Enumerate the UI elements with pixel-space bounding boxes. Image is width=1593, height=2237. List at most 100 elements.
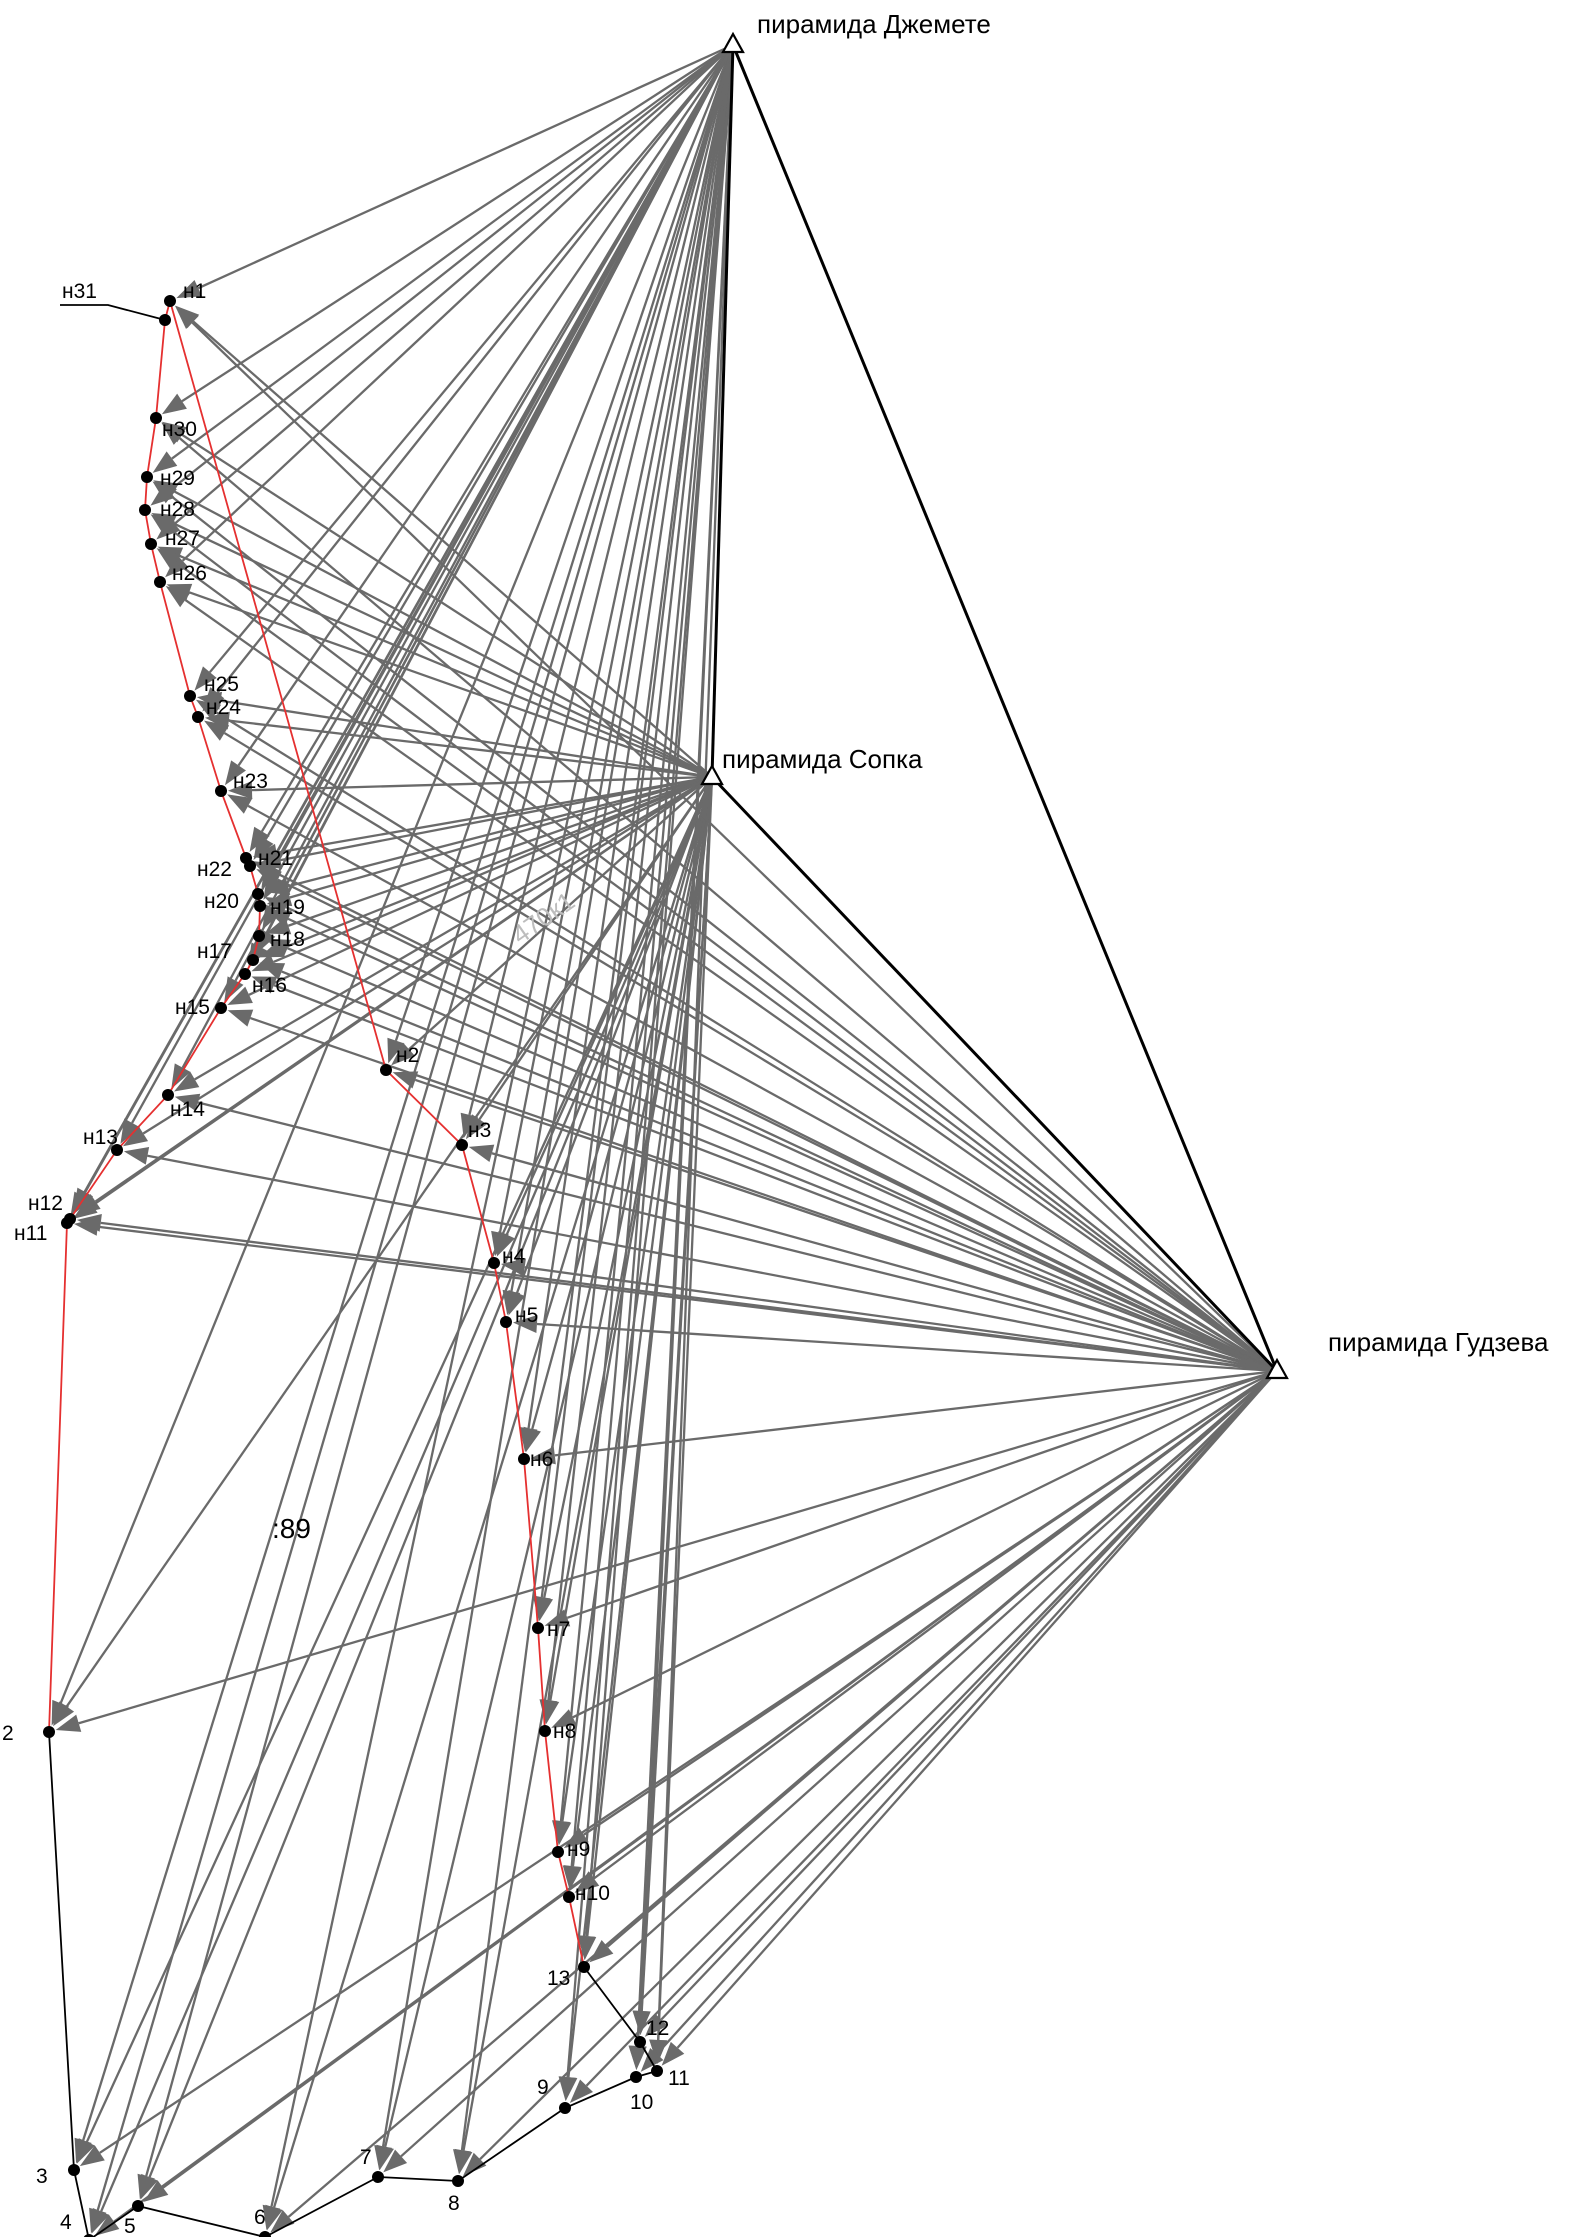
ray-arrowhead xyxy=(195,699,222,720)
base-triangle xyxy=(700,31,1289,1380)
ray-gud-n11 xyxy=(97,1225,1278,1373)
label-p8: 8 xyxy=(448,2192,460,2215)
ray-arrowhead xyxy=(224,760,246,786)
ray-gud-n18 xyxy=(287,947,1278,1373)
ray-sop-n24 xyxy=(228,719,713,779)
ray-arrowhead xyxy=(512,1314,538,1333)
point-p10 xyxy=(630,2071,642,2083)
ray-arrowhead xyxy=(259,962,286,980)
ray-arrowhead xyxy=(140,2173,158,2200)
ray-arrowhead xyxy=(553,1820,572,1846)
ray-dzh-p13 xyxy=(585,44,735,1937)
ray-dzh-n3 xyxy=(468,44,735,1116)
label-p11: 11 xyxy=(668,2067,690,2090)
ray-gud-n21 xyxy=(277,878,1278,1373)
ray-sop-n25 xyxy=(220,699,713,779)
ray-dzh-n2 xyxy=(394,44,735,1042)
ray-sop-p4 xyxy=(100,776,714,2212)
point-n15 xyxy=(215,1002,227,1014)
point-n29 xyxy=(141,471,153,483)
ray-arrowhead xyxy=(632,2010,651,2036)
ray-sop-n7 xyxy=(543,776,714,1598)
point-n17 xyxy=(247,954,259,966)
ray-sop-n19 xyxy=(289,775,713,899)
base-line-dzh-gud xyxy=(731,44,1279,1372)
ray-dzh-n28 xyxy=(168,44,734,492)
label-p12: 12 xyxy=(646,2017,669,2040)
ray-arrowhead xyxy=(523,1426,541,1453)
ray-arrowhead xyxy=(265,938,292,957)
label-p3: 3 xyxy=(36,2165,48,2188)
ray-gud-n29 xyxy=(170,495,1278,1372)
point-n21 xyxy=(244,860,256,872)
ray-gud-p9 xyxy=(585,1370,1278,2087)
label-n6: н6 xyxy=(530,1448,553,1471)
ray-arrowhead xyxy=(227,1009,254,1027)
label-n7: н7 xyxy=(547,1618,570,1641)
station-label-gud: пирамида Гудзева xyxy=(1328,1327,1549,1357)
ray-dzh-p12 xyxy=(640,44,735,2012)
ray-gud-p10 xyxy=(655,1370,1278,2055)
ray-arrowhead xyxy=(391,1042,416,1066)
ray-arrowhead xyxy=(165,554,189,578)
ray-sop-n30 xyxy=(181,433,713,778)
point-p3 xyxy=(68,2164,80,2176)
point-labels: н1 н2 н3 н4 н5 н6 н7 н8 н9 н10 н11 н12 н13 н14 н15 н16 н… xyxy=(2,9,1549,2237)
ray-arrowhead xyxy=(175,305,199,330)
faint-mark: 470к1 xyxy=(506,886,580,950)
point-n20 xyxy=(252,888,264,900)
ray-sop-n27 xyxy=(179,554,713,779)
ray-arrowhead xyxy=(79,2145,105,2167)
label-n13: н13 xyxy=(83,1126,118,1149)
ray-gud-n4 xyxy=(524,1266,1278,1373)
ray-gud-n8 xyxy=(572,1369,1278,1719)
observation-rays xyxy=(51,43,1278,2236)
point-n11 xyxy=(61,1217,73,1229)
point-n28 xyxy=(139,504,151,516)
label-n8: н8 xyxy=(553,1720,576,1743)
ray-dzh-p6 xyxy=(270,44,735,2207)
ray-arrowhead xyxy=(174,1071,200,1092)
ray-dzh-n6 xyxy=(527,44,735,1429)
label-p9: 9 xyxy=(537,2076,549,2099)
ray-dzh-n9 xyxy=(559,44,735,1822)
base-line-dzh-sop xyxy=(710,44,735,778)
point-n14 xyxy=(162,1089,174,1101)
label-n19: н19 xyxy=(270,896,305,919)
ray-dzh-n26 xyxy=(181,44,734,562)
ray-sop-n11 xyxy=(91,776,713,1207)
point-p5 xyxy=(132,2200,144,2212)
ray-gud-n2 xyxy=(415,1078,1278,1373)
ray-arrowhead xyxy=(563,1865,582,1891)
ray-arrowhead xyxy=(227,794,253,814)
ray-gud-n16 xyxy=(273,984,1278,1373)
ray-sop-n1 xyxy=(192,320,713,778)
ray-arrowhead xyxy=(544,1609,571,1627)
label-n14: н14 xyxy=(170,1098,205,1121)
ray-arrowhead xyxy=(165,586,191,608)
leader-n31 xyxy=(60,304,166,321)
ray-arrowhead xyxy=(161,422,186,445)
label-n31: н31 xyxy=(62,280,97,303)
ray-gud-n14 xyxy=(197,1101,1278,1373)
point-p13 xyxy=(578,1961,590,1973)
point-n3 xyxy=(456,1139,468,1151)
point-n30 xyxy=(150,412,162,424)
ray-sop-n2 xyxy=(408,776,713,1051)
point-n6 xyxy=(518,1453,530,1465)
ray-sop-n15 xyxy=(248,775,713,996)
ray-sop-p6 xyxy=(272,776,714,2208)
point-n10 xyxy=(563,1891,575,1903)
ray-arrowhead xyxy=(266,908,292,928)
ray-arrowhead xyxy=(73,1217,99,1236)
ray-sop-n23 xyxy=(251,775,713,792)
ray-arrowhead xyxy=(161,393,187,415)
scale-mark: :89 xyxy=(272,1513,311,1544)
label-p7: 7 xyxy=(360,2146,372,2169)
point-n19 xyxy=(254,900,266,912)
ray-gud-p5 xyxy=(162,1370,1278,2189)
ray-dzh-n30 xyxy=(181,44,734,403)
ray-dzh-p9 xyxy=(566,44,735,2078)
ray-arrowhead xyxy=(541,1698,560,1725)
